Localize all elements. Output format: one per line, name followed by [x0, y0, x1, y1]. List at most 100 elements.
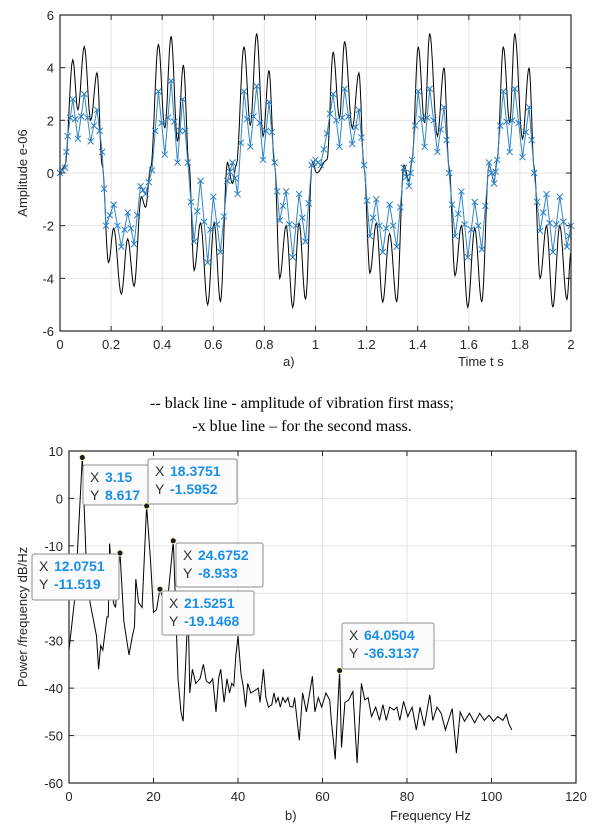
datatip-x-value: 18.3751	[170, 463, 221, 479]
datatip-y-label: Y	[183, 565, 193, 581]
x-marker	[336, 143, 343, 151]
x-marker	[396, 203, 404, 211]
x-tick-label: 0.4	[153, 337, 171, 352]
x-marker	[405, 182, 413, 190]
x-marker	[148, 167, 156, 174]
x-marker	[440, 103, 448, 111]
x-tick-label: 60	[315, 789, 329, 804]
x-marker	[363, 197, 371, 205]
x-marker	[64, 132, 72, 140]
x-marker	[499, 88, 507, 95]
datatip-x-label: X	[183, 547, 193, 563]
x-marker	[519, 153, 526, 161]
x-marker	[197, 177, 204, 185]
datatip[interactable]: X 64.0504 Y -36.3137	[336, 622, 435, 675]
x-marker	[474, 222, 482, 230]
x-marker	[151, 127, 159, 135]
x-tick-label: 0	[65, 789, 72, 804]
x-marker	[426, 85, 434, 93]
x-marker	[522, 128, 530, 136]
datatip-y-value: -19.1468	[184, 613, 239, 629]
x-marker	[237, 139, 245, 147]
x-marker	[286, 220, 293, 228]
datatip[interactable]: X 21.5251 Y -19.1468	[156, 585, 255, 636]
x-marker	[471, 198, 479, 206]
x-marker	[467, 226, 475, 233]
x-marker	[511, 85, 519, 93]
y-tick-label: 10	[49, 444, 63, 459]
x-marker	[137, 182, 144, 190]
x-marker	[414, 88, 422, 95]
x-marker	[61, 164, 69, 172]
x-marker	[508, 116, 516, 124]
x-tick-label: 1.4	[409, 337, 427, 352]
x-marker	[220, 213, 228, 220]
datatip-y-value: -1.5952	[170, 481, 218, 497]
datatip-marker	[156, 585, 164, 593]
time-domain-chart: 0 0.2 0.4 0.6 0.8 1 1.2 1.4 1.6 1.8 2 -6 -4 -2 0 2 4 6	[42, 8, 574, 352]
datatip-y-label: Y	[169, 613, 179, 629]
x-marker	[93, 106, 101, 114]
x-marker	[271, 159, 278, 166]
x-marker	[369, 214, 377, 222]
top-panel-label: a)	[283, 354, 295, 369]
x-marker	[493, 156, 501, 164]
x-marker	[430, 116, 437, 124]
x-marker	[209, 193, 217, 201]
datatip[interactable]: X 12.0751 Y -11.519	[31, 549, 124, 601]
datatip[interactable]: X 3.15 Y 8.617	[78, 454, 152, 506]
plot-frame	[68, 450, 577, 784]
x-marker	[496, 122, 504, 129]
datatip-x-value: 3.15	[105, 469, 132, 485]
x-marker	[515, 119, 522, 127]
y-tick-label: 6	[47, 8, 54, 23]
datatip[interactable]: X 18.3751 Y -1.5952	[143, 458, 238, 510]
x-marker	[546, 219, 554, 227]
x-marker	[552, 220, 560, 228]
x-marker	[478, 246, 486, 253]
x-marker	[265, 98, 273, 106]
datatip-marker	[116, 549, 124, 557]
x-marker	[217, 248, 224, 256]
x-marker	[98, 148, 106, 156]
datatip-marker	[78, 454, 86, 462]
x-marker	[323, 130, 331, 137]
x-marker	[382, 224, 390, 232]
datatip-x-value: 24.6752	[198, 547, 249, 563]
x-marker	[127, 224, 135, 232]
x-marker	[411, 122, 419, 129]
x-marker	[563, 243, 571, 251]
x-marker	[360, 161, 368, 169]
x-marker	[434, 148, 441, 156]
datatip-x-value: 64.0504	[364, 627, 415, 643]
x-marker	[543, 190, 550, 198]
x-marker	[305, 199, 312, 207]
x-marker	[464, 253, 472, 261]
x-marker	[276, 217, 284, 224]
datatip-y-value: -11.519	[54, 576, 101, 592]
x-marker	[63, 148, 70, 156]
datatip[interactable]: X 24.6752 Y -8.933	[169, 537, 264, 588]
x-marker	[376, 222, 383, 230]
x-marker	[279, 202, 287, 210]
datatip-marker	[143, 502, 151, 510]
y-tick-label: 0	[56, 491, 63, 506]
x-marker	[179, 95, 186, 103]
x-marker	[117, 243, 125, 251]
x-marker	[106, 211, 114, 219]
x-marker	[250, 113, 257, 120]
x-marker	[170, 118, 178, 126]
datatip-x-label: X	[90, 469, 100, 485]
x-tick-label: 100	[481, 789, 503, 804]
x-marker	[338, 114, 346, 122]
x-tick-label: 1.2	[358, 337, 376, 352]
datatip-marker	[169, 537, 177, 545]
y-tick-label: 2	[47, 113, 54, 128]
datatip-x-label: X	[155, 463, 165, 479]
x-marker	[454, 210, 462, 218]
x-marker	[246, 143, 254, 151]
x-marker	[226, 168, 234, 176]
x-marker	[204, 259, 212, 266]
x-marker	[231, 174, 239, 182]
